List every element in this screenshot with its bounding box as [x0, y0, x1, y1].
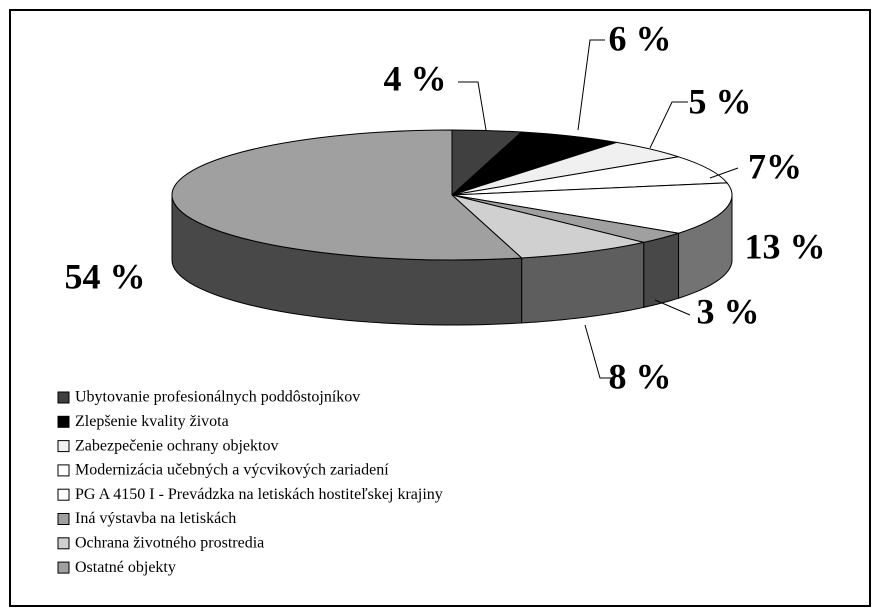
legend-label: Ostatné objekty	[75, 559, 176, 576]
legend-label: Zabezpečenie ochrany objektov	[75, 437, 278, 454]
slice	[171, 129, 523, 261]
data-label: 8 %	[609, 356, 672, 396]
data-label: 6 %	[609, 18, 672, 58]
data-label: 13 %	[745, 226, 826, 266]
slice-side	[643, 232, 680, 309]
legend-swatch	[57, 440, 70, 453]
legend-swatch	[57, 561, 70, 574]
leader-line	[458, 81, 487, 131]
leader-line	[584, 324, 612, 379]
leader-line	[577, 39, 605, 131]
legend-swatch	[57, 513, 70, 525]
legend-label: Modernizácia učebných a výcvikových zari…	[75, 462, 389, 479]
data-label: 4 %	[384, 58, 447, 98]
legend-swatch	[57, 464, 70, 477]
slice	[451, 194, 644, 259]
legend-swatch	[57, 391, 70, 404]
legend-swatch	[57, 415, 70, 428]
legend-label: Zlepšenie kvality života	[75, 413, 229, 430]
data-label: 5 %	[689, 81, 752, 121]
legend-label: Ochrana životného prostredia	[75, 534, 264, 551]
data-label: 7%	[748, 146, 802, 186]
data-label: 3 %	[697, 291, 760, 331]
legend-label: PG A 4150 I - Prevádzka na letiskách hos…	[75, 486, 443, 503]
legend-label: Ubytovanie profesionálnych poddôstojníko…	[75, 389, 360, 406]
legend-swatch	[57, 488, 70, 501]
leader-line	[649, 101, 688, 149]
legend-label: Iná výstavba na letiskách	[75, 510, 236, 527]
legend-swatch	[57, 537, 70, 550]
data-label: 54 %	[65, 256, 146, 296]
leader-line	[709, 167, 739, 179]
slice	[451, 182, 733, 234]
leader-line	[654, 299, 691, 316]
